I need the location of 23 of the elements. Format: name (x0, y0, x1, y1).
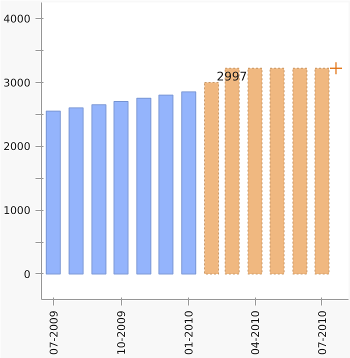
bar (247, 68, 263, 274)
bar (270, 68, 285, 274)
bar (158, 94, 174, 274)
y-tick-label: 0 (24, 268, 31, 281)
bar (136, 98, 152, 274)
bar (46, 110, 61, 274)
x-tick-label: 07-2009 (47, 310, 60, 356)
bar (181, 91, 196, 274)
bar (314, 68, 330, 274)
bar (114, 101, 129, 274)
bar (91, 104, 106, 274)
x-tick-label: 04-2010 (249, 310, 262, 356)
annotation: 2997 (216, 70, 248, 84)
y-tick-label: 4000 (3, 12, 31, 26)
y-tick-label: 2000 (3, 140, 31, 154)
x-tick-label: 10-2009 (115, 310, 128, 356)
x-tick-label: 01-2010 (182, 310, 196, 356)
x-tick-label: 07-2010 (316, 310, 329, 356)
bar (204, 82, 220, 274)
bar (68, 107, 84, 274)
bar (292, 68, 308, 274)
y-tick-label: 3000 (3, 76, 31, 90)
y-tick-label: 1000 (3, 204, 31, 218)
